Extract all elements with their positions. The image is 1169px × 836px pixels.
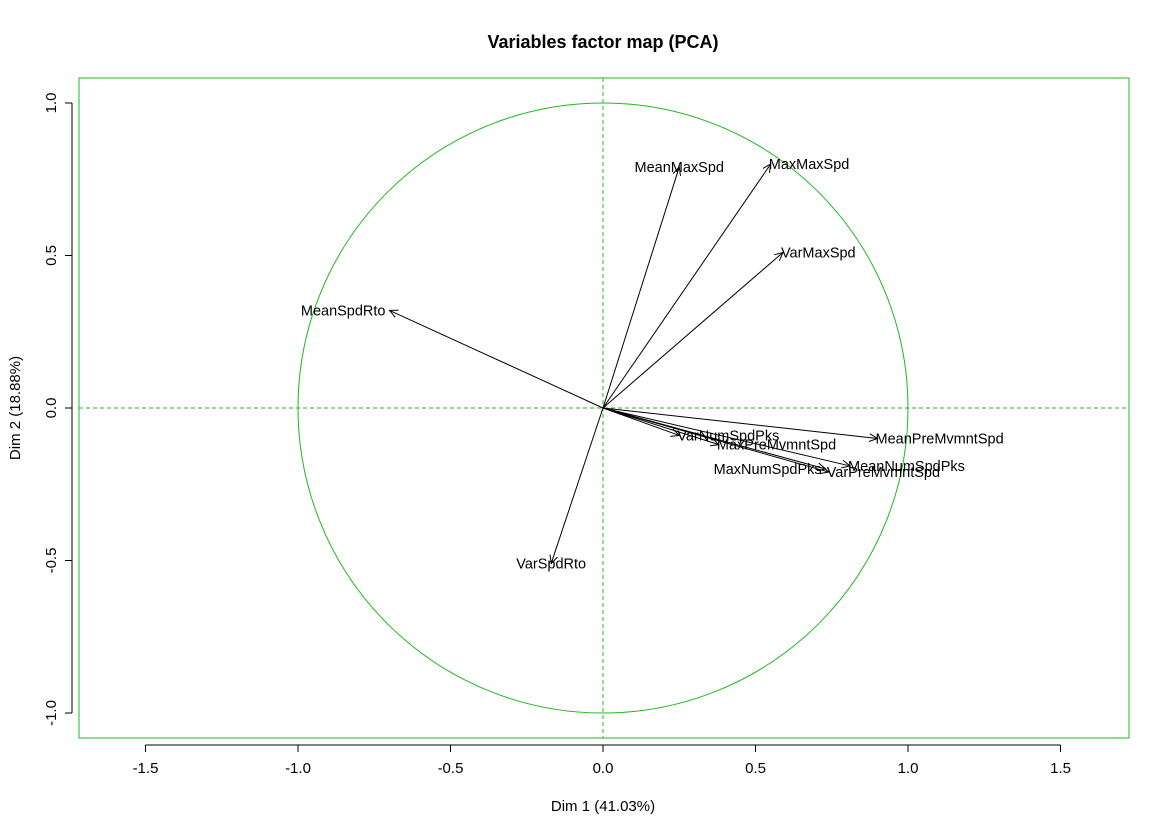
arrow-head — [841, 459, 852, 469]
y-tick-label: 1.0 — [43, 93, 60, 114]
arrow-head — [762, 163, 772, 173]
arrow-head — [549, 554, 558, 565]
chart-title: Variables factor map (PCA) — [487, 32, 718, 52]
arrow-head — [868, 433, 879, 442]
variable-label: VarMaxSpd — [781, 245, 856, 261]
arrow-shaft — [602, 407, 680, 436]
x-axis-label: Dim 1 (41.03%) — [551, 798, 655, 815]
variable-label: MeanSpdRto — [301, 303, 386, 319]
x-tick-label: -1.0 — [285, 760, 311, 777]
variable-label: MeanPreMvmntSpd — [876, 432, 1004, 448]
arrow-shaft — [550, 407, 604, 564]
variable-label: VarNumSpdPks — [677, 428, 779, 444]
x-tick-label: 1.0 — [898, 760, 919, 777]
arrow-head — [816, 462, 827, 472]
x-tick-label: -1.5 — [133, 760, 159, 777]
axes: -1.5 -1.0 -0.5 0.0 0.5 1.0 1.5 -1.0 -0.5 0.0 0.5 1.… — [43, 93, 1071, 777]
y-tick-label: 0.5 — [43, 245, 60, 266]
variable-labels: MeanMaxSpd MaxMaxSpd VarMaxSpd MeanSpdRto Me… — [301, 157, 1004, 573]
arrow-head — [388, 309, 399, 318]
arrow-head — [774, 251, 784, 261]
arrow-head — [709, 438, 720, 447]
arrow-head — [670, 428, 681, 437]
x-tick-label: 0.0 — [593, 760, 614, 777]
variable-label: MeanNumSpdPks — [848, 459, 965, 475]
y-tick-label: -0.5 — [43, 548, 60, 574]
variable-label: VarSpdRto — [516, 557, 586, 573]
arrow-shaft — [389, 309, 604, 409]
arrow-shaft — [602, 407, 851, 467]
arrow-shaft — [602, 163, 772, 409]
x-tick-label: 0.5 — [745, 760, 766, 777]
correlation-circle — [297, 102, 909, 714]
variable-label: MaxMaxSpd — [769, 157, 850, 173]
arrow-head — [672, 165, 682, 177]
variable-label: MaxNumSpdPks — [714, 462, 822, 478]
y-tick-label: 0.0 — [43, 398, 60, 419]
variable-label: VarPreMvmntSpd — [827, 465, 940, 481]
correlation-circle-layer — [297, 102, 909, 714]
y-tick-label: -1.0 — [43, 700, 60, 726]
arrow-shaft — [602, 407, 878, 439]
variable-label: MaxPreMvmntSpd — [717, 438, 836, 454]
variable-arrows — [388, 163, 879, 565]
arrow-shaft — [602, 252, 784, 409]
y-axis-label: Dim 2 (18.88%) — [7, 356, 24, 460]
arrow-shaft — [602, 166, 680, 409]
x-tick-label: 1.5 — [1050, 760, 1071, 777]
x-tick-label: -0.5 — [438, 760, 464, 777]
arrow-shaft — [602, 407, 720, 446]
arrow-shaft — [602, 407, 826, 470]
variable-label: MeanMaxSpd — [635, 160, 724, 176]
